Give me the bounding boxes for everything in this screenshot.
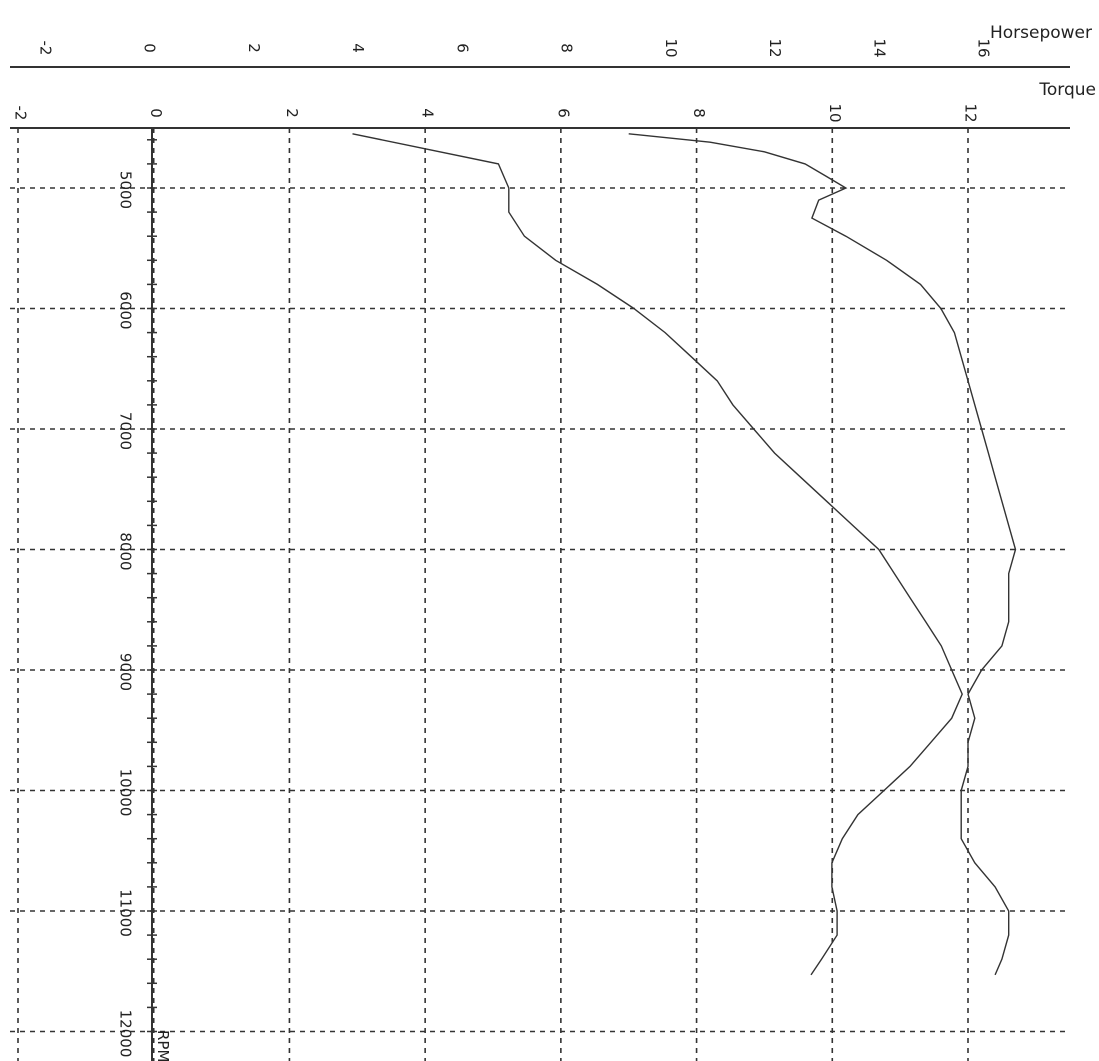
rpm-minor-ticks	[147, 139, 157, 1033]
horsepower-tick-label: 10	[662, 38, 680, 57]
torque-curve	[628, 133, 1017, 976]
rpm-tick-label: 5000	[117, 171, 135, 209]
horsepower-tick-label: 0	[141, 43, 159, 53]
torque-tick-label: 10	[826, 103, 844, 122]
torque-tick-label: 2	[283, 108, 301, 118]
rpm-tick-label: 12000	[117, 1010, 135, 1058]
torque-tick-labels: -2 0 2 4 6 8 10 12	[12, 103, 980, 122]
torque-tick-label: -2	[12, 106, 30, 121]
torque-tick-label: 0	[147, 108, 165, 118]
torque-tick-label: 6	[554, 108, 572, 118]
torque-tick-label: 12	[962, 103, 980, 122]
horsepower-tick-label: 14	[870, 38, 888, 57]
horsepower-curve	[352, 133, 963, 976]
torque-tick-label: 4	[419, 108, 437, 118]
horsepower-tick-label: 6	[453, 43, 471, 53]
horsepower-tick-label: 2	[245, 43, 263, 53]
rpm-tick-label: 11000	[117, 889, 135, 937]
rpm-tick-label: 9000	[117, 653, 135, 691]
rpm-tick-label: 10000	[117, 769, 135, 817]
horsepower-tick-labels: -2 0 2 4 6 8 10 12 14 16	[37, 38, 993, 57]
rpm-tick-labels: 5000 6000 7000 8000 9000 10000 11000 12000	[117, 171, 135, 1057]
horsepower-tick-label: 4	[349, 43, 367, 53]
rpm-tick-label: 7000	[117, 412, 135, 450]
axes	[10, 66, 1070, 1061]
torque-axis-title: Torque	[1038, 80, 1096, 100]
horsepower-tick-label: -2	[37, 41, 55, 56]
horsepower-tick-label: 16	[975, 38, 993, 57]
series-lines	[352, 133, 1017, 976]
horsepower-axis-title: Horsepower	[990, 23, 1092, 43]
rpm-tick-label: 6000	[117, 291, 135, 329]
horsepower-tick-label: 12	[766, 38, 784, 57]
rpm-tick-label: 8000	[117, 532, 135, 570]
horsepower-tick-label: 8	[558, 43, 576, 53]
grid-lines	[10, 128, 1070, 1061]
torque-tick-label: 8	[690, 108, 708, 118]
rpm-axis-title: RPM	[154, 1030, 172, 1061]
